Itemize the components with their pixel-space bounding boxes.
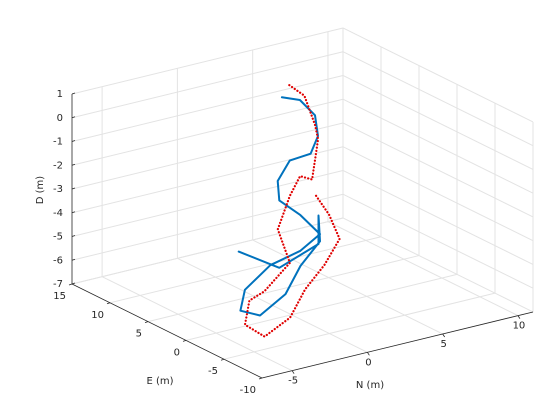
tick-mark: [220, 358, 225, 361]
z-tick-label: 0: [57, 113, 63, 124]
x-tick-label: 10: [513, 321, 526, 332]
tick-mark: [291, 370, 295, 374]
y-tick-label: 15: [53, 291, 66, 302]
y-tick-label: 5: [136, 329, 142, 340]
grid-line: [71, 217, 344, 285]
tick-mark: [71, 116, 76, 119]
axis-line: [71, 283, 263, 379]
grid-line: [342, 122, 534, 218]
x-tick-label: 5: [440, 339, 446, 350]
tick-mark: [442, 333, 445, 338]
grid-line: [223, 292, 496, 360]
grid-line: [342, 170, 534, 265]
grid-line: [71, 74, 344, 142]
tick-mark: [71, 282, 76, 285]
z-tick-label: 1: [57, 89, 63, 100]
z-tick-label: -4: [53, 208, 63, 219]
z-tick-label: -1: [53, 137, 63, 148]
tick-mark: [71, 235, 76, 237]
grid-line: [342, 75, 534, 170]
box-edges: [68, 92, 534, 380]
x-tick-label: 0: [365, 357, 371, 368]
z-tick-label: -5: [53, 232, 63, 243]
x-axis-label: N (m): [356, 380, 384, 391]
tick-mark: [71, 140, 76, 142]
trajectory-line: [243, 84, 341, 338]
grid-line: [101, 276, 293, 372]
grid-line: [71, 193, 344, 261]
grid-line: [327, 221, 519, 317]
data-layer: [237, 84, 341, 338]
y-tick-label: 0: [174, 347, 180, 358]
y-tick-label: 10: [91, 310, 104, 321]
grid-line: [71, 98, 344, 166]
tick-mark: [71, 163, 76, 166]
trajectory-line: [237, 96, 321, 317]
tick-mark: [367, 352, 370, 356]
tick-mark: [71, 258, 76, 261]
grid-line: [342, 193, 534, 289]
z-tick-label: -7: [53, 279, 63, 290]
tick-mark: [182, 340, 187, 342]
grid-line: [71, 122, 344, 190]
x-tick-label: -5: [288, 376, 298, 387]
tick-mark: [71, 92, 76, 95]
y-tick-label: -10: [240, 385, 256, 396]
y-axis-label: E (m): [146, 376, 173, 387]
tick-mark: [71, 187, 76, 190]
z-tick-label: -3: [53, 184, 63, 195]
grid-line: [342, 146, 534, 242]
grid-line: [342, 217, 534, 313]
grid-line: [109, 236, 382, 304]
tick-mark: [258, 377, 263, 380]
tick-mark: [106, 302, 111, 305]
grid-line: [342, 27, 534, 123]
label-layer: N (m) E (m) D (m) -50510-10-5051015-7-6-…: [35, 89, 525, 396]
z-axis-label: D (m): [35, 176, 46, 205]
tick-mark: [517, 315, 521, 319]
grid-line: [342, 98, 534, 194]
y-tick-label: -5: [208, 366, 218, 377]
grid-line: [185, 273, 458, 341]
grid-line: [342, 51, 534, 147]
z-tick-label: -6: [53, 255, 63, 266]
grid-line: [71, 27, 344, 95]
axis-line: [261, 311, 534, 379]
z-tick-label: -2: [53, 160, 63, 171]
tick-mark: [68, 283, 73, 286]
grid-line: [252, 239, 443, 335]
grid-line: [71, 51, 344, 119]
grid-line: [147, 255, 420, 323]
tick-mark: [71, 211, 76, 214]
tick-mark: [144, 321, 149, 323]
